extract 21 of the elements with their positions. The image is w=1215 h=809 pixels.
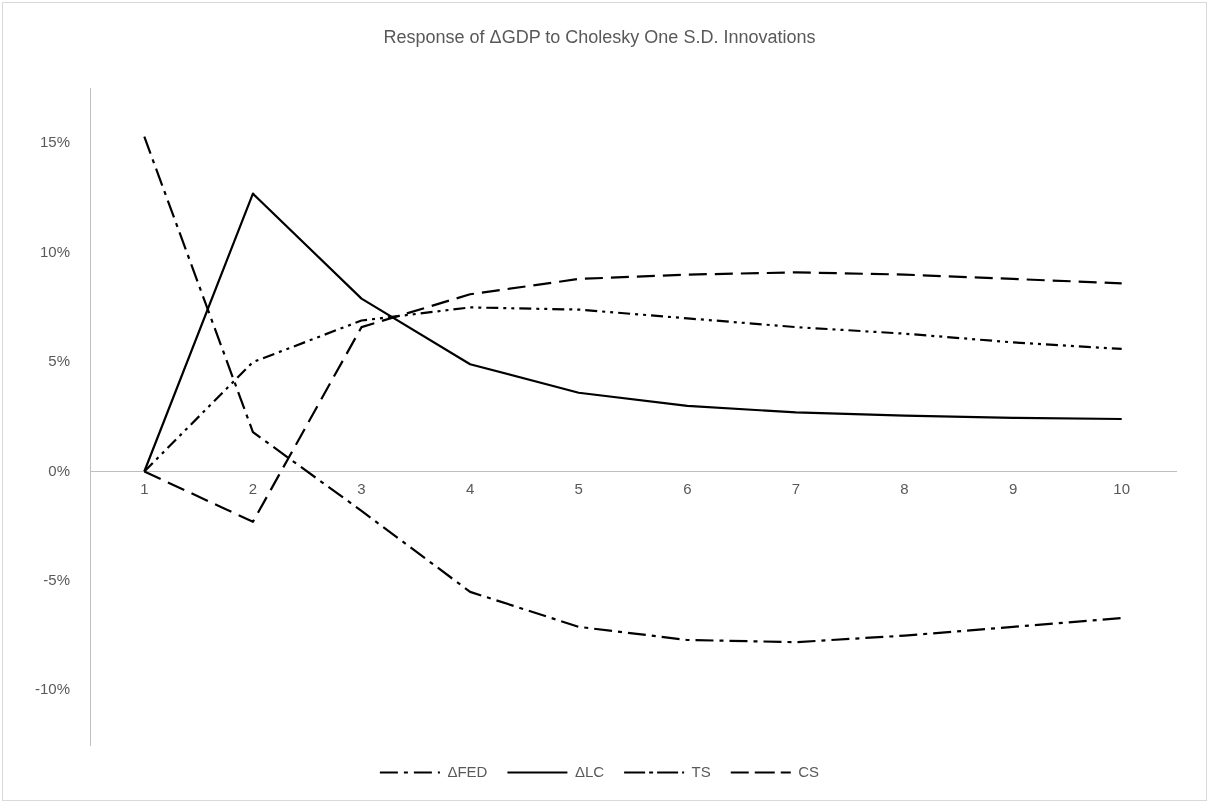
y-tick-label: 10% [39,242,71,260]
chart-title: Response of ΔGDP to Cholesky One S.D. Innovations [383,26,816,47]
legend-label: TS [691,762,711,780]
legend-label: CS [798,762,820,780]
x-tick-label: 6 [683,479,692,497]
legend-label: ΔLC [574,762,605,780]
y-tick-label: 15% [39,133,71,151]
x-tick-label: 1 [140,479,149,497]
y-tick-label: 5% [48,352,71,370]
x-tick-label: 4 [465,479,475,497]
x-tick-label: 5 [574,479,583,497]
x-tick-label: 2 [248,479,258,497]
legend-label: ΔFED [447,762,488,780]
x-tick-label: 10 [1113,479,1131,497]
y-tick-label: 0% [48,461,71,479]
x-tick-label: 9 [1008,479,1018,497]
y-tick-label: -10% [34,680,71,698]
x-tick-label: 3 [357,479,366,497]
x-tick-label: 7 [791,479,801,497]
x-tick-label: 8 [900,479,909,497]
y-tick-label: -5% [43,571,71,589]
